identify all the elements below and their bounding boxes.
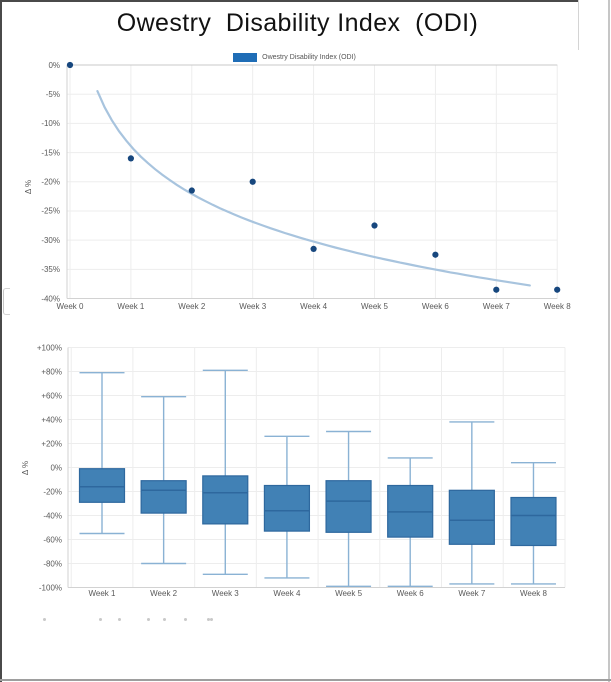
- svg-text:+80%: +80%: [41, 367, 62, 376]
- corner-hairline: [578, 0, 579, 50]
- border-right: [608, 0, 610, 682]
- svg-text:Week 4: Week 4: [300, 302, 328, 311]
- svg-text:Week 1: Week 1: [117, 302, 145, 311]
- svg-text:Week 4: Week 4: [273, 589, 301, 598]
- y-axis-title: Δ %: [24, 180, 33, 194]
- svg-text:Week 7: Week 7: [458, 589, 486, 598]
- border-top: [0, 0, 578, 2]
- svg-text:-80%: -80%: [43, 559, 62, 568]
- svg-text:Week 6: Week 6: [397, 589, 425, 598]
- svg-text:-25%: -25%: [41, 207, 60, 216]
- border-left: [0, 0, 2, 682]
- scatter-chart: 0% -5% -10% -15% -20% -25% -30% -35% -40%Week 0 W…: [24, 61, 571, 311]
- svg-text:+60%: +60%: [41, 391, 62, 400]
- box-week-4: [263, 435, 311, 579]
- legend-swatch-icon: [233, 53, 258, 62]
- svg-text:Week 5: Week 5: [361, 302, 389, 311]
- chart-legend: Owestry Disability Index (ODI): [0, 53, 589, 62]
- svg-text:-15%: -15%: [41, 148, 60, 157]
- box-week-3: [202, 369, 249, 575]
- svg-text:-20%: -20%: [43, 487, 62, 496]
- scatter-point: [249, 178, 256, 185]
- svg-text:-30%: -30%: [41, 236, 60, 245]
- box-week-2: [140, 396, 187, 565]
- svg-text:Week 2: Week 2: [150, 589, 178, 598]
- ghost-caption-dots: [0, 618, 611, 622]
- svg-text:Week 6: Week 6: [422, 302, 450, 311]
- svg-text:Week 0: Week 0: [57, 302, 85, 311]
- box-week-5: [325, 430, 372, 587]
- scatter-point: [66, 61, 74, 69]
- svg-text:Week 2: Week 2: [178, 302, 206, 311]
- border-bottom: [0, 679, 611, 681]
- scatter-point: [127, 155, 134, 162]
- svg-text:Week 8: Week 8: [544, 302, 572, 311]
- svg-text:Week 7: Week 7: [483, 302, 511, 311]
- svg-text:+100%: +100%: [37, 343, 62, 352]
- svg-text:Week 8: Week 8: [520, 589, 548, 598]
- svg-text:Week 3: Week 3: [212, 589, 240, 598]
- svg-text:-5%: -5%: [46, 90, 60, 99]
- box-week-6: [387, 457, 434, 587]
- svg-text:+40%: +40%: [41, 415, 62, 424]
- svg-text:-60%: -60%: [43, 535, 62, 544]
- svg-text:-35%: -35%: [41, 265, 60, 274]
- svg-text:-10%: -10%: [41, 119, 60, 128]
- scatter-point: [188, 187, 195, 194]
- scatter-point: [554, 286, 561, 293]
- box-week-1: [78, 372, 126, 535]
- legend-label: Owestry Disability Index (ODI): [262, 54, 356, 61]
- svg-text:Week 5: Week 5: [335, 589, 363, 598]
- svg-text:-100%: -100%: [39, 583, 62, 592]
- box-week-7: [448, 421, 495, 585]
- svg-text:0%: 0%: [50, 463, 62, 472]
- svg-text:Week 3: Week 3: [239, 302, 267, 311]
- svg-text:-40%: -40%: [43, 511, 62, 520]
- stray-bracket-mark: [3, 288, 10, 315]
- scatter-point: [493, 286, 500, 293]
- svg-text:+20%: +20%: [41, 439, 62, 448]
- page-title: Owestry Disability Index (ODI): [116, 9, 479, 37]
- boxplot-chart: +100% +80% +60% +40% +20% 0% -20% -40% -60% -80% -…: [21, 343, 566, 598]
- svg-text:-40%: -40%: [41, 294, 60, 303]
- svg-text:0%: 0%: [48, 61, 60, 70]
- scatter-point: [310, 245, 317, 252]
- y-axis-title: Δ %: [21, 461, 30, 475]
- scatter-point: [432, 251, 439, 258]
- trend-line: [96, 90, 531, 287]
- svg-text:-20%: -20%: [41, 178, 60, 187]
- scatter-point: [371, 222, 378, 229]
- box-week-8: [510, 462, 557, 585]
- svg-text:Week 1: Week 1: [89, 589, 117, 598]
